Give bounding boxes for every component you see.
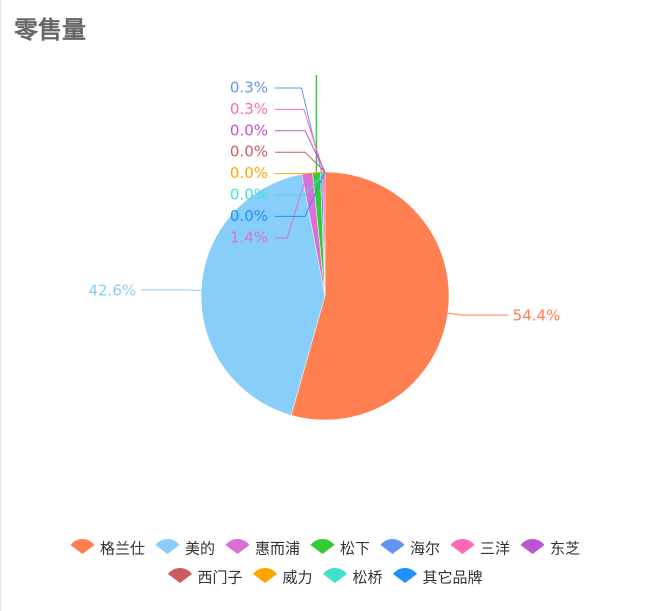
legend-label: 东芝 [550,540,580,558]
legend-label: 松下 [340,540,370,558]
data-label: 0.0% [230,186,268,204]
legend-icon [155,539,180,554]
leader-line [275,171,326,175]
legend-label: 格兰仕 [100,540,145,558]
legend-label: 其它品牌 [423,569,483,587]
legend-icon [225,539,250,554]
legend-icon [252,568,277,583]
legend-label: 美的 [185,540,215,558]
data-label: 0.3% [230,100,268,118]
data-label: 0.3% [230,79,268,97]
leader-line [275,130,326,173]
leader-line [447,312,508,316]
data-label: 1.4% [230,229,268,247]
leader-line [275,171,326,196]
legend-icon [323,568,347,583]
data-label: 42.6% [88,281,136,299]
legend-icon [393,567,418,583]
pie-slice [200,173,326,416]
legend-icon [380,539,405,554]
legend-icon [310,539,335,554]
data-label: 54.4% [513,307,561,325]
leader-line [275,171,326,217]
leader-line [275,151,326,173]
legend-label: 西门子 [197,569,242,587]
legend-icon [520,539,545,554]
data-label: 0.0% [230,207,268,225]
legend-label: 惠而浦 [255,540,300,558]
leader-line [275,108,325,173]
chart-title: 零售量 [13,16,86,44]
leader-line [141,289,202,292]
data-label: 0.0% [230,164,268,182]
legend-label: 威力 [282,569,312,587]
data-label: 0.0% [230,143,268,161]
legend-icon [450,539,475,554]
legend-label: 海尔 [410,540,440,558]
data-label: 0.0% [230,121,268,139]
legend-label: 三洋 [480,540,510,558]
legend-icon [167,568,192,583]
legend-label: 松桥 [353,569,383,587]
legend-icon [70,539,95,554]
